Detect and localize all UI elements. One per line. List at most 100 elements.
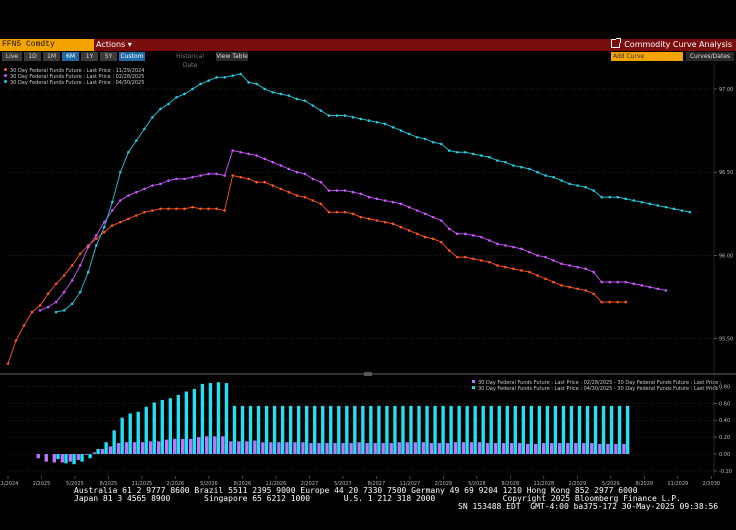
series-3-point — [207, 79, 210, 82]
lower-y-tick-label: 0.00 — [719, 452, 730, 458]
x-tick-label: 11/2026 — [266, 481, 287, 487]
series-1-point — [480, 259, 483, 262]
historical-date-button[interactable]: Historical Date — [168, 52, 212, 69]
series-2-point — [640, 284, 644, 287]
range-6m-button[interactable]: 6M — [62, 52, 79, 61]
series-2-point — [175, 177, 178, 181]
series-1-point — [159, 207, 162, 211]
lower-y-tick-label: 0.40 — [719, 418, 730, 424]
series-3-point — [78, 290, 82, 294]
series-2-point — [359, 192, 363, 196]
bar-series-1 — [405, 442, 409, 455]
series-1-point — [536, 274, 539, 277]
series-2-point — [480, 235, 483, 239]
series-2-point — [183, 177, 186, 181]
series-1-point — [110, 224, 114, 227]
bar-series-2 — [385, 405, 389, 455]
series-2-point — [383, 199, 387, 202]
bar-series-2 — [120, 417, 124, 455]
ticker-field[interactable]: FFN5 Comdty — [0, 39, 94, 51]
bar-series-2 — [112, 430, 116, 455]
bar-series-2 — [280, 405, 285, 455]
bar-series-2 — [505, 405, 509, 455]
external-window-icon[interactable] — [611, 38, 622, 48]
bar-series-1 — [598, 443, 602, 455]
series-1-point — [287, 190, 291, 194]
series-2-point — [199, 174, 202, 177]
bar-series-2 — [417, 405, 421, 455]
actions-menu[interactable]: Actions ▾ — [96, 40, 132, 49]
lower-legend: 30 Day Federal Funds Future : Last Price… — [472, 380, 721, 392]
series-2-point — [664, 289, 668, 292]
series-1-point — [6, 362, 10, 365]
bar-series-2 — [593, 405, 598, 455]
bar-series-1 — [349, 443, 353, 455]
series-line-3 — [56, 73, 691, 313]
live-button[interactable]: Live — [2, 52, 22, 61]
series-2-point — [415, 209, 419, 212]
legend-item-2: 30 Day Federal Funds Future : Last Price… — [4, 74, 144, 80]
bar-series-2 — [545, 405, 550, 455]
series-1-point — [62, 274, 66, 277]
series-2-point — [303, 172, 307, 176]
series-1-point — [102, 230, 106, 234]
bar-series-1 — [44, 454, 48, 462]
range-1y-button[interactable]: 1Y — [81, 52, 98, 61]
bar-series-2 — [56, 454, 60, 460]
range-5y-button[interactable]: 5Y — [100, 52, 117, 61]
legend-swatch-1 — [4, 68, 7, 71]
series-3-point — [351, 115, 355, 119]
bar-series-2 — [136, 411, 140, 455]
series-3-point — [183, 92, 186, 96]
series-1-point — [231, 174, 234, 177]
series-3-point — [110, 200, 114, 204]
range-1d-button[interactable]: 1D — [24, 52, 41, 61]
bar-series-1 — [76, 454, 81, 460]
bar-series-1 — [373, 443, 377, 455]
bar-series-2 — [481, 405, 485, 455]
bar-series-1 — [333, 443, 337, 455]
series-1-point — [30, 310, 34, 314]
bar-series-2 — [144, 406, 148, 455]
series-1-point — [239, 175, 242, 179]
series-2-point — [127, 194, 130, 197]
series-2-point — [263, 157, 267, 161]
bar-series-2 — [561, 405, 566, 455]
series-1-point — [367, 217, 371, 221]
bar-series-2 — [313, 405, 317, 455]
custom-range-button[interactable]: Custom — [119, 52, 145, 61]
range-1m-button[interactable]: 1M — [43, 52, 60, 61]
bar-series-2 — [425, 405, 429, 455]
series-1-point — [199, 207, 202, 211]
bar-series-1 — [622, 443, 626, 455]
curve-chart[interactable]: 95.50 96.00 96.50 97.00 -0.20 0.00 0.20 0.40 0.6… — [0, 0, 736, 487]
footer: Australia 61 2 9777 8600 Brazil 5511 239… — [0, 487, 736, 530]
series-3-point — [247, 81, 250, 84]
bar-series-1 — [52, 454, 56, 463]
bar-series-2 — [264, 405, 269, 455]
bar-series-1 — [60, 454, 64, 463]
curves-dates-button[interactable]: Curves/Dates — [686, 52, 734, 61]
series-1-point — [223, 209, 226, 212]
bar-series-2 — [585, 405, 590, 455]
series-1-point — [544, 277, 547, 281]
series-1-point — [568, 285, 571, 289]
bar-series-2 — [160, 399, 164, 455]
bar-series-1 — [501, 443, 506, 455]
lower-y-tick-label: -0.20 — [719, 469, 732, 475]
series-3-point — [239, 72, 242, 76]
series-1-point — [215, 207, 218, 211]
series-1-point — [616, 300, 620, 304]
series-3-point — [488, 155, 491, 159]
bar-series-1 — [574, 443, 578, 455]
bar-series-1 — [213, 436, 217, 455]
bar-series-1 — [245, 441, 249, 455]
series-1-point — [303, 195, 307, 199]
view-table-button[interactable]: View Table — [216, 52, 248, 61]
bar-series-1 — [325, 443, 329, 455]
upper-y-tick-label: 97.00 — [719, 87, 733, 93]
bar-series-1 — [453, 442, 458, 455]
add-curve-input[interactable]: Add Curve — [611, 52, 683, 61]
series-1-point — [319, 202, 323, 206]
series-3-point — [632, 199, 636, 202]
